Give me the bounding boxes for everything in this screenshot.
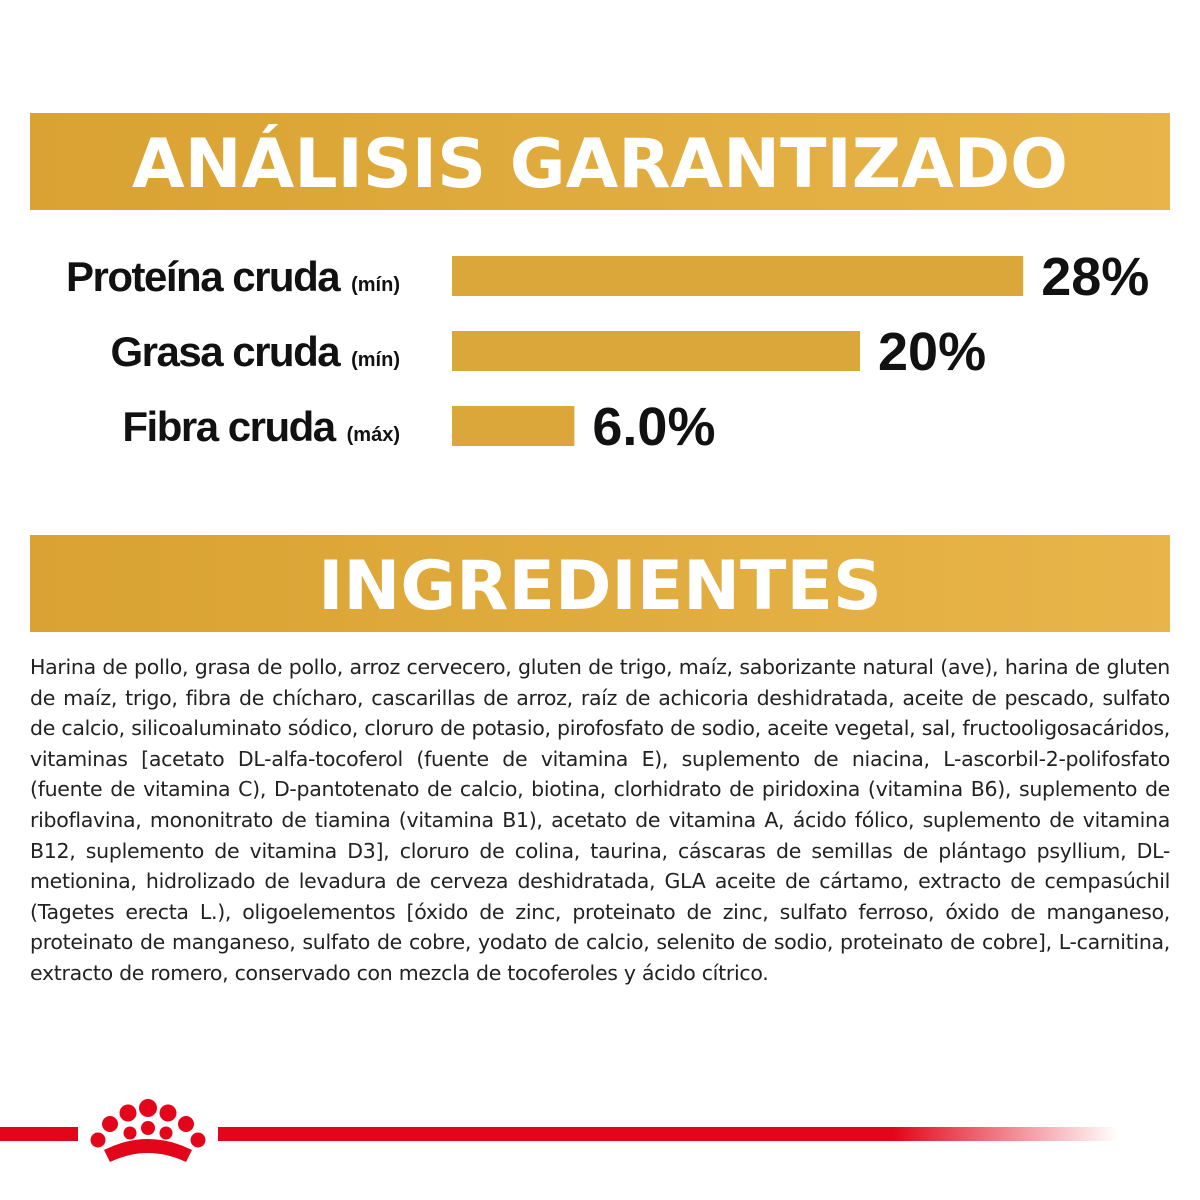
qualifier: (mín)	[351, 349, 400, 371]
category-name: Grasa cruda	[110, 328, 341, 375]
ingredients-text: Harina de pollo, grasa de pollo, arroz c…	[30, 655, 1170, 985]
bar	[452, 331, 860, 371]
qualifier: (mín)	[351, 274, 400, 296]
category-name: Proteína cruda	[66, 253, 341, 300]
brand-logo	[90, 1099, 206, 1162]
value-label: 6.0%	[592, 397, 715, 457]
bar	[452, 406, 575, 446]
value-label: 28%	[1041, 247, 1149, 307]
value-label: 20%	[878, 322, 986, 382]
banner	[30, 113, 1170, 210]
category-label: Fibra cruda (máx)	[122, 403, 400, 450]
banner	[30, 535, 1170, 632]
qualifier: (máx)	[347, 424, 400, 446]
section-title: ANÁLISIS GARANTIZADO	[132, 124, 1068, 204]
section-title: INGREDIENTES	[318, 547, 882, 626]
bar	[452, 256, 1024, 296]
category-name: Fibra cruda	[122, 403, 336, 450]
category-label: Grasa cruda (mín)	[110, 328, 400, 375]
brand-line	[0, 1127, 78, 1141]
brand-line	[218, 1127, 1118, 1141]
category-label: Proteína cruda (mín)	[66, 253, 400, 300]
